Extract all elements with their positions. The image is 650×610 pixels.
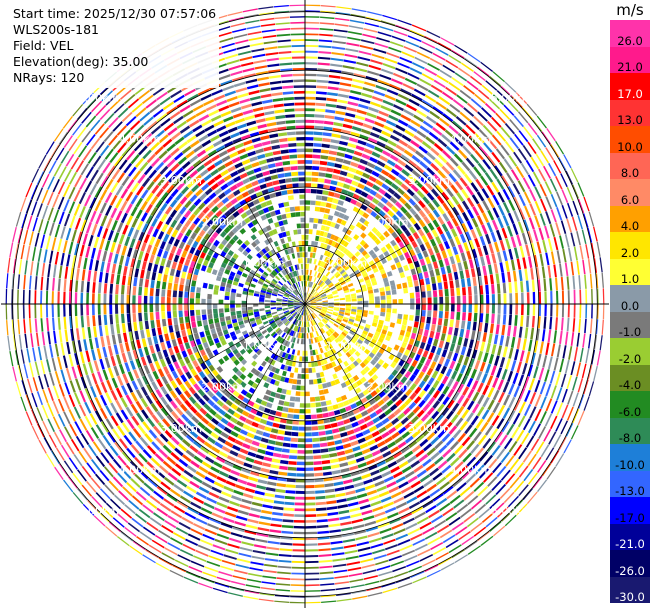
colorbar-level: 10.0 (610, 126, 650, 153)
range-ring-label: 2.00km (202, 381, 244, 394)
range-ring-label: 1.00km (243, 257, 285, 270)
colorbar-level: -13.0 (610, 470, 650, 497)
range-ring-label: 1.00km (326, 339, 368, 352)
range-ring-label: 1.00km (243, 339, 285, 352)
colorbar-level: 1.0 (610, 258, 650, 285)
range-ring-labels: 1.00km 1.00km 1.00km 1.00km 2.00km 2.00km 2.00… (78, 91, 533, 517)
colorbar-level: 13.0 (610, 99, 650, 126)
velocity-colorbar: m/s 26.0 21.0 17.0 13.0 10.0 8.0 6.0 4.0 2.0 1.0 0… (610, 0, 650, 610)
velocity-gate-group (11, 12, 588, 600)
range-ring-label: 1.00km (326, 257, 368, 270)
range-ring-label: 2.00km (367, 381, 409, 394)
range-ring-label: 2.00km (202, 215, 244, 228)
velocity-gate-group (12, 8, 586, 583)
colorbar-level: -2.0 (610, 338, 650, 365)
site-name-text: WLS200s-181 (13, 22, 99, 37)
range-ring-label: 5.00km (491, 505, 533, 518)
velocity-rays (5, 4, 605, 604)
velocity-gate-group (27, 5, 604, 602)
range-ring-label: 3.00km (408, 422, 450, 435)
range-ring-label: 4.00km (119, 463, 161, 476)
colorbar-level: -8.0 (610, 417, 650, 444)
elevation-text: Elevation(deg): 35.00 (13, 54, 149, 69)
colorbar-level: 17.0 (610, 73, 650, 100)
colorbar-level: 0.0 (610, 285, 650, 312)
colorbar-level: 21.0 (610, 46, 650, 73)
colorbar-level: -17.0 (610, 497, 650, 524)
range-ring-label: 2.00km (367, 215, 409, 228)
azimuth-line (201, 243, 409, 365)
range-ring-label: 3.00km (160, 422, 202, 435)
range-ring-label: 4.00km (450, 463, 492, 476)
colorbar-level: -21.0 (610, 523, 650, 550)
nrays-text: NRays: 120 (13, 70, 85, 85)
field-text: Field: VEL (13, 38, 74, 53)
colorbar-level: 8.0 (610, 152, 650, 179)
colorbar-level: -1.0 (610, 311, 650, 338)
range-ring-label: 5.00km (78, 505, 120, 518)
colorbar-level: 4.0 (610, 205, 650, 232)
colorbar-level: -4.0 (610, 364, 650, 391)
range-ring-label: 4.00km (119, 133, 161, 146)
start-time-text: Start time: 2025/12/30 07:57:06 (13, 6, 217, 21)
colorbar-unit-label: m/s (610, 0, 650, 20)
colorbar-level: -30.0 (610, 576, 650, 603)
range-ring-label: 3.00km (408, 174, 450, 187)
crosshair-axes (1, 0, 609, 608)
range-ring-label: 3.00km (160, 174, 202, 187)
colorbar-level: 2.0 (610, 232, 650, 259)
range-ring-label: 5.00km (78, 91, 120, 104)
range-ring-label: 4.00km (450, 133, 492, 146)
colorbar-level: 26.0 (610, 20, 650, 47)
colorbar-level: 6.0 (610, 179, 650, 206)
scan-info-panel: Start time: 2025/12/30 07:57:06 WLS200s-… (12, 5, 220, 88)
colorbar-level: -6.0 (610, 391, 650, 418)
range-ring-label: 5.00km (491, 91, 533, 104)
colorbar-level: -10.0 (610, 444, 650, 471)
colorbar-level: -26.0 (610, 550, 650, 577)
